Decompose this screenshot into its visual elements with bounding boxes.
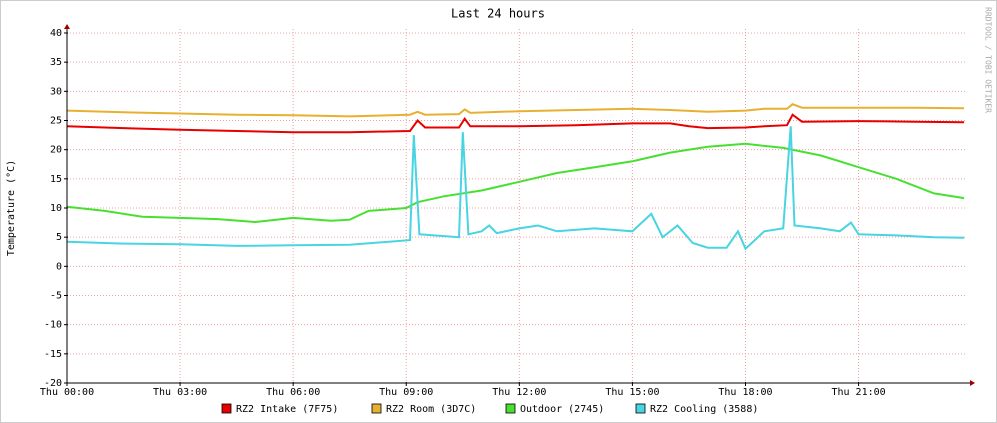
legend: RZ2 Intake (7F75) RZ2 Room (3D7C) Outdoor …: [221, 403, 758, 415]
grid: [66, 29, 966, 384]
y-tick-label: 40: [50, 28, 62, 39]
x-tick-label: Thu 06:00: [266, 387, 320, 398]
series-line: [66, 103, 965, 118]
x-tick-label: Thu 15:00: [605, 387, 659, 398]
legend-label: RZ2 Room (3D7C): [386, 404, 476, 415]
legend-label: RZ2 Cooling (3588): [650, 404, 758, 415]
y-tick-label: 35: [50, 57, 62, 68]
x-tick-label: Thu 00:00: [40, 387, 94, 398]
y-axis-label: Temperature (°C): [6, 160, 17, 256]
x-arrow: [970, 380, 975, 386]
y-tick-label: 20: [50, 145, 62, 156]
chart-title: Last 24 hours: [451, 7, 545, 21]
legend-swatch: [221, 403, 232, 414]
x-tick-label: Thu 18:00: [718, 387, 772, 398]
x-tick-label: Thu 12:00: [492, 387, 546, 398]
y-tick-label: 30: [50, 86, 62, 97]
series-line: [66, 142, 965, 224]
y-tick-label: 10: [50, 203, 62, 214]
legend-swatch: [505, 403, 516, 414]
y-tick-label: -20: [44, 378, 62, 389]
legend-label: RZ2 Intake (7F75): [236, 404, 338, 415]
legend-label: Outdoor (2745): [520, 404, 604, 415]
y-tick-label: -15: [44, 349, 62, 360]
y-tick-label: 15: [50, 174, 62, 185]
series-line: [66, 113, 965, 134]
legend-swatch: [371, 403, 382, 414]
y-tick-label: 25: [50, 116, 62, 127]
y-arrow: [64, 24, 70, 29]
y-tick-label: -5: [50, 291, 62, 302]
axes: -20 -15 -10 -5 0 5 10 15 20 25 30 35 40 Thu 00:00 Thu …: [40, 24, 975, 398]
watermark: RRDTOOL / TOBI OETIKER: [984, 7, 993, 113]
y-tick-label: 5: [56, 232, 62, 243]
y-tick-label: 0: [56, 261, 62, 272]
x-tick-label: Thu 09:00: [379, 387, 433, 398]
y-tick-label: -10: [44, 320, 62, 331]
lines: [66, 103, 965, 251]
legend-swatch: [635, 403, 646, 414]
x-tick-label: Thu 21:00: [831, 387, 885, 398]
x-tick-label: Thu 03:00: [153, 387, 207, 398]
series-line: [66, 126, 965, 251]
